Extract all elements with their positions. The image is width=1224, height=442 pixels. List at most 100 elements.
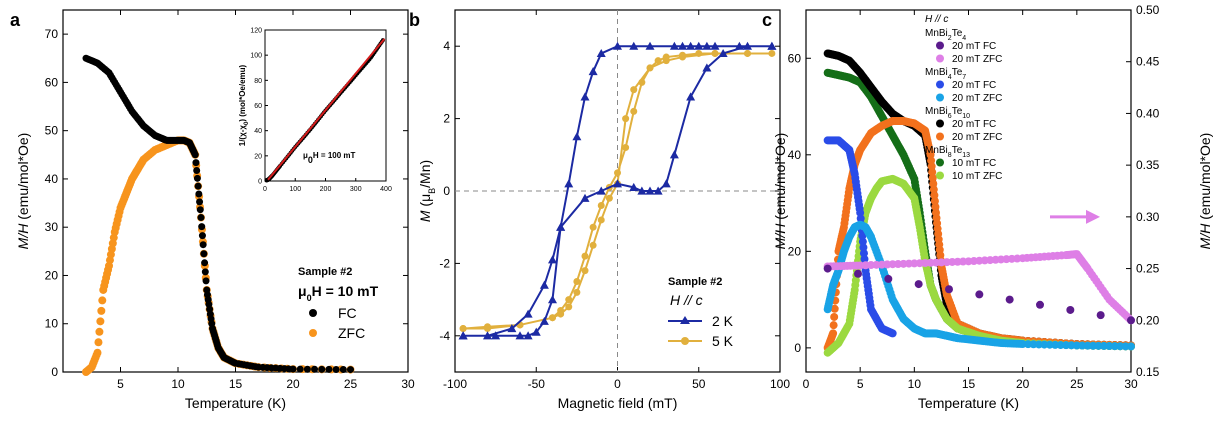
y-tick-label: 70 [45,27,59,41]
right-y-tick-label: 0.20 [1136,313,1160,327]
series-2 [823,136,897,338]
data-point [930,197,939,206]
x-tick-label: -100 [443,377,467,391]
data-point [196,198,204,206]
inset-y-tick-label: 40 [254,128,262,135]
data-point [596,186,606,195]
legend-label: 20 mT ZFC [952,54,1002,65]
y-axis-label: M/H (emu/mol*Oe) [15,133,31,250]
data-point [914,280,923,289]
data-point [858,237,867,246]
data-point [930,191,939,200]
data-point [654,57,662,65]
y-tick-label: 0 [443,184,450,198]
data-point [94,338,103,347]
y-axis-label: M (μB/Mn) [417,160,437,222]
data-point [1066,305,1075,314]
data-point [194,182,202,190]
x-tick-label: 30 [401,377,415,391]
data-point [829,321,838,330]
series-line [463,52,772,330]
x-tick-label: 15 [962,377,976,391]
right-y-tick-label: 0.50 [1136,3,1160,17]
x-tick-label: 15 [229,377,243,391]
data-point [192,159,200,167]
legend-group-label: MnBi8Te13 [925,145,970,159]
data-point [557,310,565,318]
legend-label: 2 K [712,313,734,329]
legend-label: 20 mT ZFC [952,132,1002,143]
data-point [597,201,605,209]
data-point [694,41,704,50]
data-point [928,173,937,182]
x-tick-label: 0 [803,377,810,391]
data-point [710,41,720,50]
data-point [629,41,639,50]
x-tick-label: 10 [908,377,922,391]
data-point [830,304,839,313]
y-tick-label: 2 [443,112,450,126]
data-point [202,277,210,285]
data-point [289,365,297,373]
data-point [829,329,838,338]
inset-annotation: μ0H = 100 mT [303,151,356,165]
series-markers [459,49,776,333]
legend-marker-fc [309,309,317,317]
data-point [718,48,728,58]
data-point [744,49,751,57]
data-point [507,324,517,333]
series-fc [82,54,354,374]
data-point [637,186,647,195]
legend-group-label: MnBi6Te10 [925,106,970,120]
data-point [93,348,102,357]
legend-label: 10 mT FC [952,158,996,169]
y-tick-label: 30 [45,220,59,234]
legend-label-zfc: ZFC [338,325,365,341]
y-axis-label-left: M/H (emu/mol*Oe) [772,133,788,250]
data-point [768,49,776,57]
data-point [97,306,106,315]
data-point [859,249,868,258]
data-point [198,223,206,231]
data-point [193,174,201,182]
y-tick-label: -4 [439,329,450,343]
y-tick-label: -2 [439,256,450,270]
inset-x-tick-label: 200 [320,186,332,193]
data-point [823,264,832,273]
legend-marker [936,93,944,102]
data-point [605,194,613,202]
data-point [653,186,663,195]
x-tick-label: 0 [614,377,621,391]
x-axis-label: Temperature (K) [185,395,286,411]
data-point [548,295,557,304]
data-point [491,331,501,340]
legend-marker [936,41,944,50]
right-y-tick-label: 0.45 [1136,55,1160,69]
data-point [767,41,777,50]
data-point [523,331,533,340]
legend-field: μ0H = 10 mT [298,283,379,303]
legend-field: H // c [670,292,703,308]
data-point [195,190,203,198]
data-point [347,366,354,374]
right-y-tick-label: 0.15 [1136,365,1160,379]
data-point [645,41,655,50]
data-point [458,331,468,340]
legend-label: 20 mT ZFC [952,93,1002,104]
data-point [573,288,581,296]
data-point [539,280,549,289]
data-point [198,232,206,240]
data-point [711,49,719,57]
y-tick-label: 50 [45,124,59,138]
data-point [884,274,893,283]
x-tick-label: 50 [692,377,706,391]
panel-b: b -100 -50 0 50 100 -4 -2 0 2 4 Magnetic field (mT)… [409,9,790,411]
inset-y-tick-label: 20 [254,153,262,160]
data-point [588,67,598,76]
inset-frame [264,29,387,182]
x-tick-label: -50 [528,377,546,391]
data-point [303,365,311,373]
data-point [201,259,209,267]
data-point [945,285,953,294]
data-point [523,309,533,318]
